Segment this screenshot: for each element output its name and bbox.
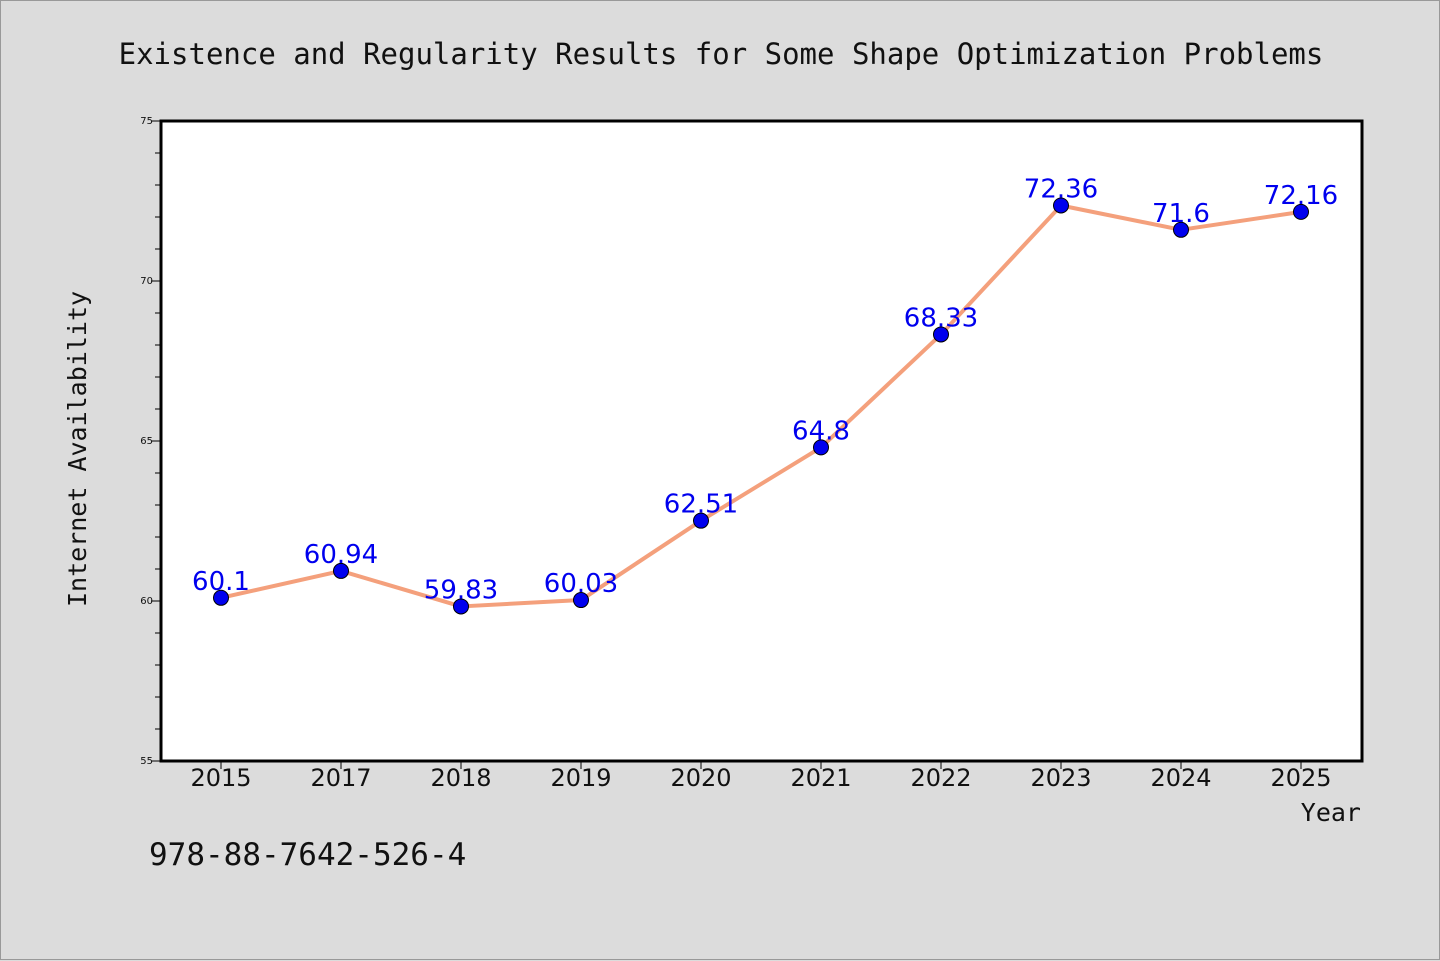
- x-axis-ticks: 2015 2017 2018 2019 2020 2021 2022 2023 2024 2025: [190, 761, 1332, 792]
- x-tick-label: 2019: [550, 764, 611, 792]
- data-label: 64.8: [792, 416, 850, 446]
- data-point: [453, 598, 469, 615]
- data-point: [1173, 221, 1189, 238]
- data-label: 72.16: [1264, 181, 1338, 211]
- data-point: [333, 562, 349, 579]
- data-label: 68.33: [904, 303, 978, 333]
- x-tick-label: 2020: [670, 764, 731, 792]
- x-tick-label: 2015: [190, 764, 251, 792]
- x-tick-label: 2023: [1030, 764, 1091, 792]
- y-tick-label: 70: [140, 276, 153, 287]
- x-tick-label: 2017: [310, 764, 371, 792]
- data-label: 59.83: [424, 575, 498, 605]
- data-label: 72.36: [1024, 174, 1098, 204]
- x-axis-label: Year: [1301, 798, 1361, 827]
- series-markers: [213, 197, 1309, 615]
- y-axis-ticks: 55 60 65 70 75: [140, 116, 161, 767]
- x-tick-label: 2025: [1270, 764, 1331, 792]
- x-tick-label: 2018: [430, 764, 491, 792]
- y-tick-label: 55: [140, 756, 153, 767]
- data-labels: 60.1 60.94 59.83 60.03 62.51 64.8 68.33 72.36 71…: [192, 174, 1338, 605]
- chart-title: Existence and Regularity Results for Som…: [119, 37, 1324, 71]
- data-point: [1053, 197, 1069, 214]
- y-tick-label: 60: [140, 596, 153, 607]
- isbn-footer: 978-88-7642-526-4: [149, 837, 466, 873]
- y-tick-label: 75: [140, 116, 153, 127]
- data-label: 60.1: [192, 567, 250, 597]
- y-axis-label: Internet Availability: [63, 291, 92, 607]
- data-point: [933, 326, 949, 343]
- x-tick-label: 2021: [790, 764, 851, 792]
- data-point: [213, 589, 229, 606]
- data-point: [573, 592, 589, 609]
- x-tick-label: 2022: [910, 764, 971, 792]
- data-label: 62.51: [664, 490, 738, 520]
- x-tick-label: 2024: [1150, 764, 1211, 792]
- data-point: [1293, 203, 1309, 220]
- data-label: 71.6: [1152, 199, 1210, 229]
- series-line-group: [220, 203, 1302, 609]
- y-tick-label: 65: [140, 436, 153, 447]
- data-point: [813, 439, 829, 456]
- data-point: [693, 512, 709, 529]
- series-line: [220, 203, 1302, 609]
- data-label: 60.94: [304, 540, 378, 570]
- data-label: 60.03: [544, 569, 618, 599]
